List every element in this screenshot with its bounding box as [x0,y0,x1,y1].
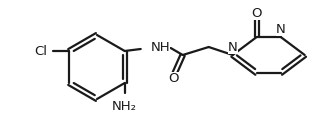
Text: N: N [228,40,237,54]
Text: O: O [168,71,179,85]
Text: N: N [276,23,286,35]
Text: NH₂: NH₂ [112,100,137,113]
Text: NH: NH [151,40,170,54]
Text: O: O [252,7,262,19]
Text: Cl: Cl [34,44,47,58]
